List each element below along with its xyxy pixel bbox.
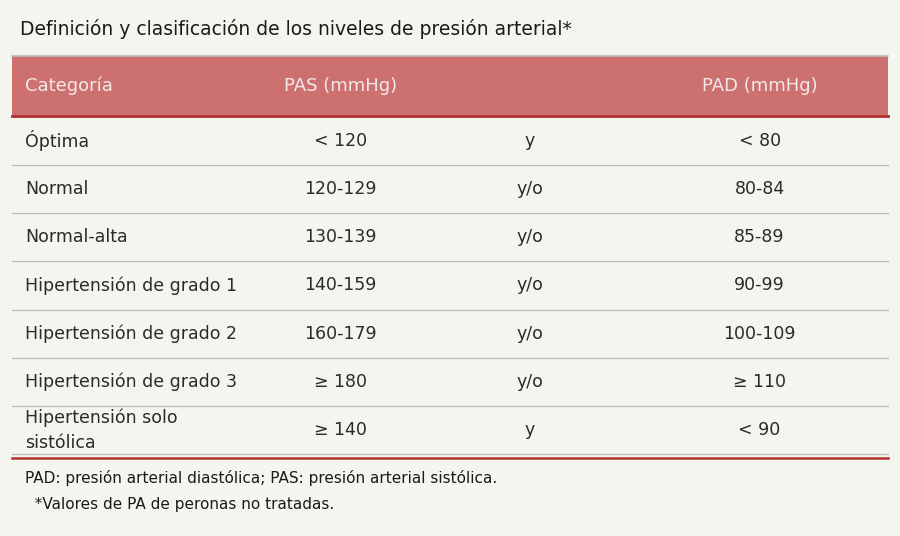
Text: Hipertensión de grado 2: Hipertensión de grado 2 bbox=[25, 325, 238, 343]
Text: Categoría: Categoría bbox=[25, 77, 113, 95]
Text: 130-139: 130-139 bbox=[304, 228, 376, 246]
Bar bbox=[12, 56, 888, 116]
Text: Hipertensión de grado 3: Hipertensión de grado 3 bbox=[25, 373, 238, 391]
Text: Hipertensión solo
sistólica: Hipertensión solo sistólica bbox=[25, 408, 178, 452]
Text: y/o: y/o bbox=[517, 373, 544, 391]
Text: 100-109: 100-109 bbox=[724, 325, 796, 343]
Text: PAS (mmHg): PAS (mmHg) bbox=[284, 77, 397, 95]
Text: Normal: Normal bbox=[25, 180, 88, 198]
Text: Normal-alta: Normal-alta bbox=[25, 228, 128, 246]
Text: PAD: presión arterial diastólica; PAS: presión arterial sistólica.: PAD: presión arterial diastólica; PAS: p… bbox=[25, 470, 498, 486]
Text: y/o: y/o bbox=[517, 228, 544, 246]
Text: Hipertensión de grado 1: Hipertensión de grado 1 bbox=[25, 276, 238, 295]
Text: Definición y clasificación de los niveles de presión arterial*: Definición y clasificación de los nivele… bbox=[20, 19, 572, 39]
Text: 85-89: 85-89 bbox=[734, 228, 785, 246]
Text: y: y bbox=[525, 421, 535, 439]
Text: y: y bbox=[525, 131, 535, 150]
Text: *Valores de PA de peronas no tratadas.: *Valores de PA de peronas no tratadas. bbox=[25, 497, 335, 512]
Text: ≥ 140: ≥ 140 bbox=[314, 421, 366, 439]
Text: y/o: y/o bbox=[517, 277, 544, 294]
Text: 90-99: 90-99 bbox=[734, 277, 785, 294]
Text: < 90: < 90 bbox=[739, 421, 780, 439]
Text: < 80: < 80 bbox=[739, 131, 780, 150]
Text: 80-84: 80-84 bbox=[734, 180, 785, 198]
Text: 160-179: 160-179 bbox=[304, 325, 376, 343]
Text: ≥ 110: ≥ 110 bbox=[734, 373, 786, 391]
Text: ≥ 180: ≥ 180 bbox=[314, 373, 366, 391]
Text: y/o: y/o bbox=[517, 325, 544, 343]
Text: Óptima: Óptima bbox=[25, 130, 89, 151]
Text: y/o: y/o bbox=[517, 180, 544, 198]
Text: 120-129: 120-129 bbox=[304, 180, 376, 198]
Text: 140-159: 140-159 bbox=[304, 277, 376, 294]
Text: PAD (mmHg): PAD (mmHg) bbox=[702, 77, 817, 95]
Text: < 120: < 120 bbox=[313, 131, 367, 150]
